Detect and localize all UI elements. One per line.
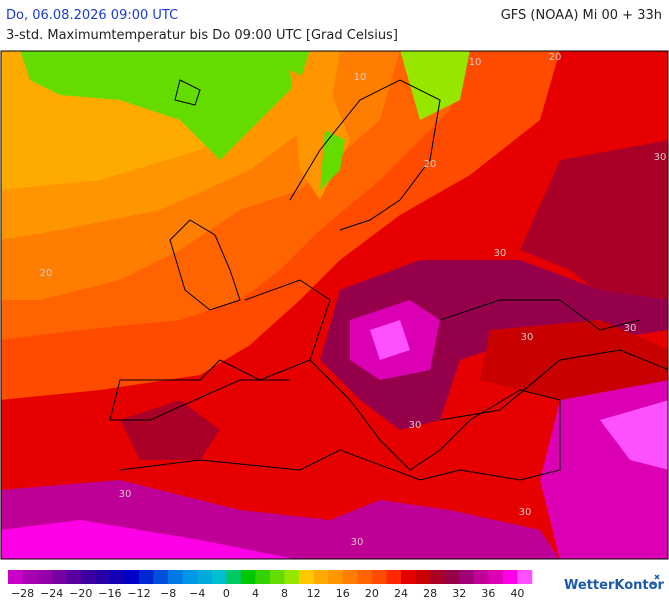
legend-label: −24 xyxy=(40,587,63,600)
color-swatch xyxy=(182,570,198,584)
legend-label: −20 xyxy=(69,587,92,600)
color-swatch xyxy=(139,570,154,584)
color-swatch xyxy=(342,570,358,584)
model-run: GFS (NOAA) Mi 00 + 33h xyxy=(501,8,662,23)
legend-label: 4 xyxy=(252,587,259,600)
map: 10 10 20 20 30 20 30 30 30 30 30 30 30 xyxy=(0,50,669,560)
legend: −28 −24 −20 −16 −12 −8 −4 0 4 8 12 16 20 24 28 32 36 40 xyxy=(8,570,533,600)
legend-label: −28 xyxy=(11,587,34,600)
contour-label: 30 xyxy=(519,507,532,518)
color-swatch xyxy=(415,570,431,584)
legend-label: −4 xyxy=(189,587,205,600)
valid-time: Do, 06.08.2026 09:00 UTC xyxy=(6,8,178,23)
contour-label: 10 xyxy=(354,72,367,83)
color-swatch xyxy=(473,570,489,584)
color-swatch xyxy=(371,570,387,584)
color-swatch xyxy=(240,570,256,584)
color-swatch xyxy=(357,570,373,584)
color-swatch xyxy=(430,570,445,584)
color-swatch xyxy=(168,570,183,584)
contour-label: 30 xyxy=(654,152,667,163)
color-swatch xyxy=(226,570,242,584)
legend-label: −12 xyxy=(127,587,150,600)
contour-label: 20 xyxy=(40,268,53,279)
color-swatch xyxy=(80,570,96,584)
contour-label: 30 xyxy=(351,537,364,548)
color-swatch xyxy=(444,570,460,584)
legend-label: 40 xyxy=(510,587,524,600)
logo-text: WetterKontor xyxy=(564,578,665,593)
legend-label: 20 xyxy=(365,587,379,600)
legend-label: −8 xyxy=(160,587,176,600)
contour-label: 30 xyxy=(119,489,132,500)
color-swatch xyxy=(284,570,300,584)
legend-label: 12 xyxy=(307,587,321,600)
contour-label: 30 xyxy=(409,420,422,431)
color-swatch xyxy=(488,570,504,584)
color-swatch xyxy=(51,570,67,584)
legend-label: 28 xyxy=(423,587,437,600)
legend-label: 0 xyxy=(223,587,230,600)
color-swatch xyxy=(153,570,169,584)
color-swatch xyxy=(401,570,416,584)
color-swatch xyxy=(109,570,125,584)
color-swatch xyxy=(299,570,314,584)
legend-label: 8 xyxy=(281,587,288,600)
color-swatch xyxy=(459,570,475,584)
color-swatch xyxy=(95,570,111,584)
contour-label: 20 xyxy=(424,159,437,170)
legend-label: 24 xyxy=(394,587,408,600)
logo: WetterKontor xyxy=(564,574,665,593)
color-swatch xyxy=(66,570,82,584)
contour-label: 30 xyxy=(494,248,507,259)
color-swatch xyxy=(124,570,140,584)
color-swatch xyxy=(328,570,344,584)
legend-label: −16 xyxy=(98,587,121,600)
color-swatch xyxy=(386,570,402,584)
color-swatch xyxy=(502,570,518,584)
legend-label: 36 xyxy=(481,587,495,600)
color-swatch xyxy=(270,570,285,584)
contour-label: 30 xyxy=(521,332,534,343)
contour-label: 20 xyxy=(549,52,562,63)
color-swatch xyxy=(313,570,329,584)
contour-label: 30 xyxy=(624,323,637,334)
legend-label: 32 xyxy=(452,587,466,600)
color-swatch xyxy=(211,570,227,584)
color-swatch xyxy=(517,570,533,584)
legend-label: 16 xyxy=(336,587,350,600)
contour-label: 10 xyxy=(469,57,482,68)
color-swatch xyxy=(22,570,38,584)
color-swatch xyxy=(8,570,23,584)
color-swatch xyxy=(37,570,52,584)
color-swatch xyxy=(255,570,271,584)
map-title: 3-std. Maximumtemperatur bis Do 09:00 UT… xyxy=(6,28,398,43)
color-swatch xyxy=(197,570,213,584)
